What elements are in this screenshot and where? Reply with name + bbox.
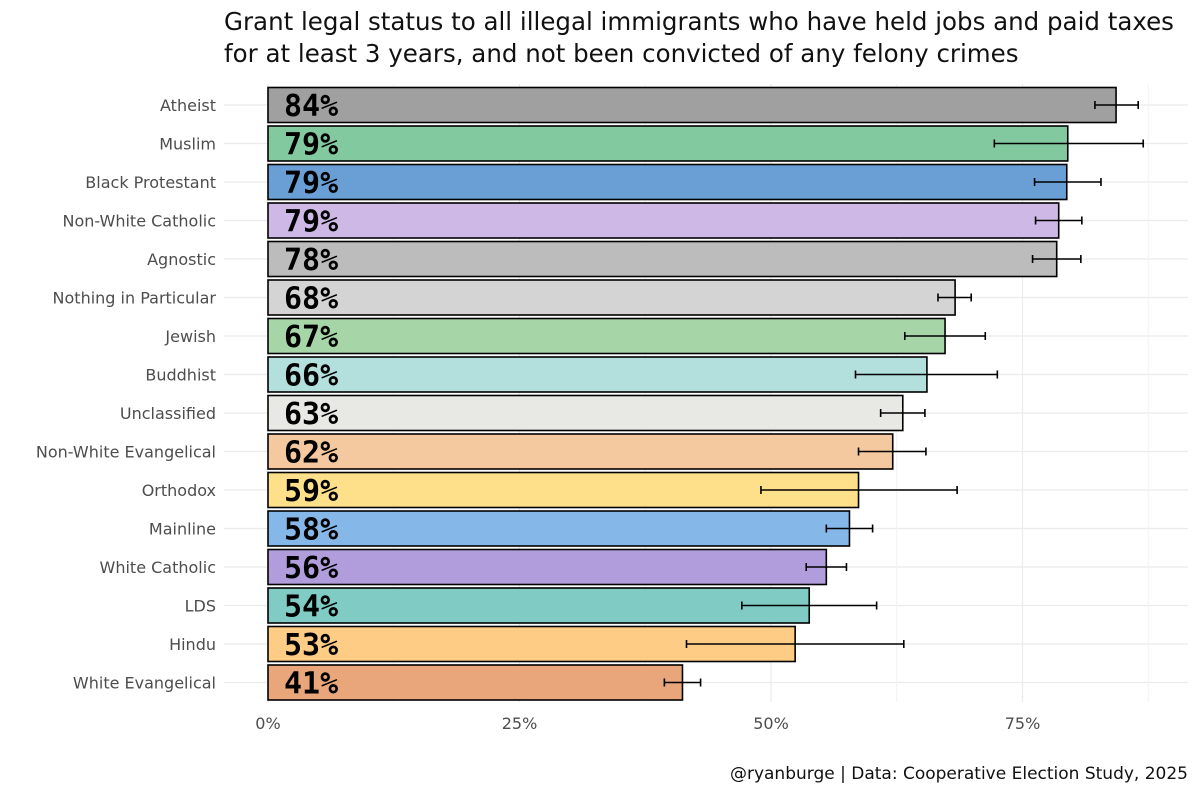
chart-title-line-2: for at least 3 years, and not been convi… bbox=[224, 39, 1019, 68]
error-bar bbox=[1031, 255, 1082, 263]
value-label: 78% bbox=[284, 243, 338, 278]
bar bbox=[267, 510, 851, 547]
value-label: 58% bbox=[284, 513, 338, 548]
error-bar bbox=[685, 640, 905, 648]
bar bbox=[267, 240, 1058, 278]
bar bbox=[267, 279, 956, 316]
chart-caption: @ryanburge | Data: Cooperative Election … bbox=[729, 764, 1188, 784]
value-label: 54% bbox=[284, 590, 338, 625]
chart-title: Grant legal status to all illegal immigr… bbox=[224, 6, 1184, 70]
category-label: Unclassified bbox=[120, 404, 216, 423]
bar bbox=[267, 664, 684, 701]
bar bbox=[267, 163, 1068, 201]
bar bbox=[267, 125, 1069, 162]
error-bar bbox=[825, 524, 874, 533]
error-bar bbox=[937, 293, 972, 302]
error-bar bbox=[857, 447, 927, 456]
category-label: Non-White Catholic bbox=[63, 212, 217, 231]
category-label: White Evangelical bbox=[73, 674, 216, 693]
bar bbox=[267, 86, 1117, 124]
x-tick-label: 75% bbox=[1005, 714, 1041, 733]
category-label: Orthodox bbox=[142, 481, 216, 500]
category-label: Muslim bbox=[159, 135, 216, 154]
value-label: 67% bbox=[284, 320, 338, 355]
error-bar bbox=[903, 332, 987, 340]
value-label: 56% bbox=[284, 551, 338, 586]
error-bar bbox=[1094, 101, 1139, 109]
bar bbox=[267, 548, 828, 586]
error-bar bbox=[854, 370, 999, 379]
bar bbox=[267, 356, 928, 393]
error-bar bbox=[805, 563, 848, 571]
category-label: Black Protestant bbox=[85, 173, 216, 192]
category-label: Non-White Evangelical bbox=[36, 443, 216, 462]
category-label: Hindu bbox=[169, 635, 216, 654]
category-label: Atheist bbox=[160, 96, 216, 115]
x-tick-label: 50% bbox=[753, 714, 789, 733]
value-label: 79% bbox=[284, 128, 338, 163]
value-label: 59% bbox=[284, 474, 338, 509]
error-bar bbox=[1033, 178, 1102, 186]
bar bbox=[267, 394, 904, 432]
bar bbox=[267, 587, 811, 624]
value-label: 84% bbox=[284, 89, 338, 124]
value-label: 68% bbox=[284, 282, 338, 317]
bar bbox=[267, 317, 946, 355]
category-label: Nothing in Particular bbox=[53, 289, 217, 308]
x-tick-label: 25% bbox=[502, 714, 538, 733]
category-label: Buddhist bbox=[145, 366, 216, 385]
category-label: Jewish bbox=[164, 327, 216, 346]
value-label: 62% bbox=[284, 436, 338, 471]
bar bbox=[267, 202, 1060, 239]
axis-layer: Atheist Muslim Black Protestant Non-White C… bbox=[36, 96, 1040, 733]
category-label: White Catholic bbox=[100, 558, 216, 577]
chart-title-line-1: Grant legal status to all illegal immigr… bbox=[224, 7, 1174, 36]
bar bbox=[267, 433, 894, 470]
error-bar bbox=[879, 409, 926, 417]
value-label: 79% bbox=[284, 166, 338, 201]
category-label: Agnostic bbox=[147, 250, 216, 269]
value-label: 63% bbox=[284, 397, 338, 432]
error-bar bbox=[1034, 216, 1083, 225]
category-label: LDS bbox=[185, 597, 216, 616]
bar bbox=[267, 471, 860, 509]
error-bar bbox=[993, 139, 1145, 148]
x-tick-label: 0% bbox=[255, 714, 280, 733]
category-label: Mainline bbox=[149, 520, 216, 539]
value-label: 53% bbox=[284, 628, 338, 663]
value-label: 41% bbox=[284, 667, 338, 702]
error-bar bbox=[741, 601, 878, 610]
value-label: 66% bbox=[284, 359, 338, 394]
bar-layer: 84%79%79%79%78%68%67%66%63%62%59%58%56%5… bbox=[267, 86, 1145, 702]
error-bar bbox=[760, 486, 958, 494]
error-bar bbox=[663, 678, 702, 687]
value-label: 79% bbox=[284, 205, 338, 240]
